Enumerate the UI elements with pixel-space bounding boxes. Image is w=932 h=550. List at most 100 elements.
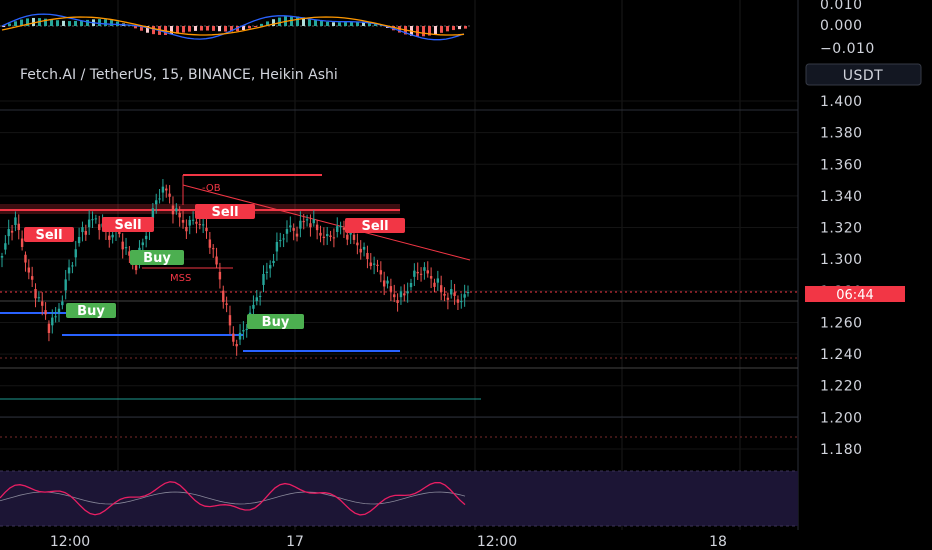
macd-pane[interactable]: 0.010 0.000 −0.010 <box>0 0 875 57</box>
candle-22 <box>74 240 77 267</box>
candle-body-133 <box>446 297 450 300</box>
candle-95 <box>319 225 322 243</box>
candle-109 <box>366 245 369 269</box>
candle-46 <box>155 193 158 214</box>
candle-body-130 <box>436 278 440 283</box>
candle-body-63 <box>212 248 215 250</box>
time-axis[interactable]: 12:00 17 12:00 18 <box>0 530 932 550</box>
candle-body-26 <box>87 219 91 228</box>
rsi-pane[interactable] <box>0 470 798 527</box>
macd-bar-57 <box>344 22 347 26</box>
candle-4 <box>14 211 17 232</box>
macd-bar-37 <box>224 26 227 32</box>
candle-body-53 <box>178 212 181 218</box>
macd-bar-75 <box>452 26 455 31</box>
candle-6 <box>20 230 24 251</box>
macd-bar-40 <box>242 26 245 31</box>
candle-body-87 <box>292 228 295 231</box>
candle-50 <box>168 185 171 204</box>
candle-70 <box>235 339 238 356</box>
macd-bar-50 <box>302 17 305 26</box>
candle-body-126 <box>423 267 426 271</box>
candle-body-12 <box>41 301 44 306</box>
candle-12 <box>41 292 44 316</box>
candle-38 <box>128 246 131 263</box>
macd-bar-49 <box>296 16 299 26</box>
candle-100 <box>336 217 339 238</box>
candle-85 <box>285 220 289 243</box>
candle-body-22 <box>74 249 77 258</box>
candle-body-98 <box>329 235 332 237</box>
macd-bar-38 <box>230 26 233 32</box>
macd-tick-label-0: 0.010 <box>820 0 863 13</box>
candle-125 <box>419 267 423 282</box>
sell-tag-3-bg <box>195 204 255 219</box>
rsi-band <box>0 471 798 526</box>
macd-bar-14 <box>86 19 89 26</box>
candle-body-64 <box>215 256 218 265</box>
candle-134 <box>450 279 453 299</box>
candle-18 <box>61 295 64 310</box>
candle-15 <box>51 309 54 334</box>
countdown-badge: 06:44 <box>805 286 905 303</box>
candle-49 <box>165 184 168 198</box>
candle-body-9 <box>30 276 34 280</box>
candle-57 <box>191 211 195 225</box>
rsi-line <box>0 481 466 516</box>
candle-14 <box>47 320 51 342</box>
symbol-title: Fetch.AI / TetherUS, 15, BINANCE, Heikin… <box>20 67 338 83</box>
candle-body-114 <box>382 280 386 287</box>
macd-bar-77 <box>464 26 467 29</box>
candle-72 <box>242 321 245 340</box>
candle-body-48 <box>161 186 165 193</box>
candle-body-69 <box>232 333 235 342</box>
candle-body-135 <box>453 292 456 296</box>
sell-tag-2: Sell <box>102 217 154 233</box>
candle-body-24 <box>81 227 84 233</box>
candle-129 <box>433 278 436 293</box>
candles[interactable] <box>0 179 470 356</box>
candle-64 <box>215 247 218 268</box>
candle-78 <box>262 265 265 293</box>
currency-button[interactable]: USDT <box>805 63 922 86</box>
macd-bar-24 <box>146 26 149 33</box>
candle-130 <box>436 270 440 291</box>
buy-tag-1-bg <box>66 303 116 318</box>
candle-112 <box>376 259 379 273</box>
candle-body-120 <box>403 293 406 296</box>
candle-102 <box>342 220 346 238</box>
candle-71 <box>238 324 242 346</box>
price-tick-label-5: 1.300 <box>820 252 863 268</box>
buy-tag-2: Buy <box>130 250 184 266</box>
candle-114 <box>382 271 386 296</box>
candle-123 <box>413 263 416 286</box>
candle-62 <box>208 231 212 254</box>
candle-body-115 <box>386 280 389 284</box>
candle-132 <box>443 287 446 302</box>
candle-body-84 <box>282 238 285 240</box>
candle-body-131 <box>439 285 443 292</box>
macd-bar-55 <box>332 22 335 26</box>
candle-88 <box>295 226 299 242</box>
macd-bar-1 <box>8 23 11 26</box>
candle-body-76 <box>255 297 258 302</box>
candle-121 <box>406 282 409 303</box>
candle-body-122 <box>409 282 413 288</box>
candle-body-33 <box>111 234 114 238</box>
candle-body-111 <box>372 263 376 265</box>
time-tick-label-2: 12:00 <box>477 534 517 550</box>
candle-body-92 <box>309 223 312 228</box>
candle-69 <box>232 326 235 346</box>
macd-bar-19 <box>116 21 119 26</box>
candle-body-46 <box>155 200 158 205</box>
candle-68 <box>228 305 232 335</box>
sell-tag-1: Sell <box>24 227 74 243</box>
macd-bar-76 <box>458 26 461 30</box>
candle-body-72 <box>242 330 245 332</box>
macd-bar-70 <box>422 26 425 37</box>
candle-body-85 <box>285 229 289 234</box>
candle-body-62 <box>208 239 212 248</box>
candle-body-125 <box>419 273 423 275</box>
candle-47 <box>158 189 161 204</box>
